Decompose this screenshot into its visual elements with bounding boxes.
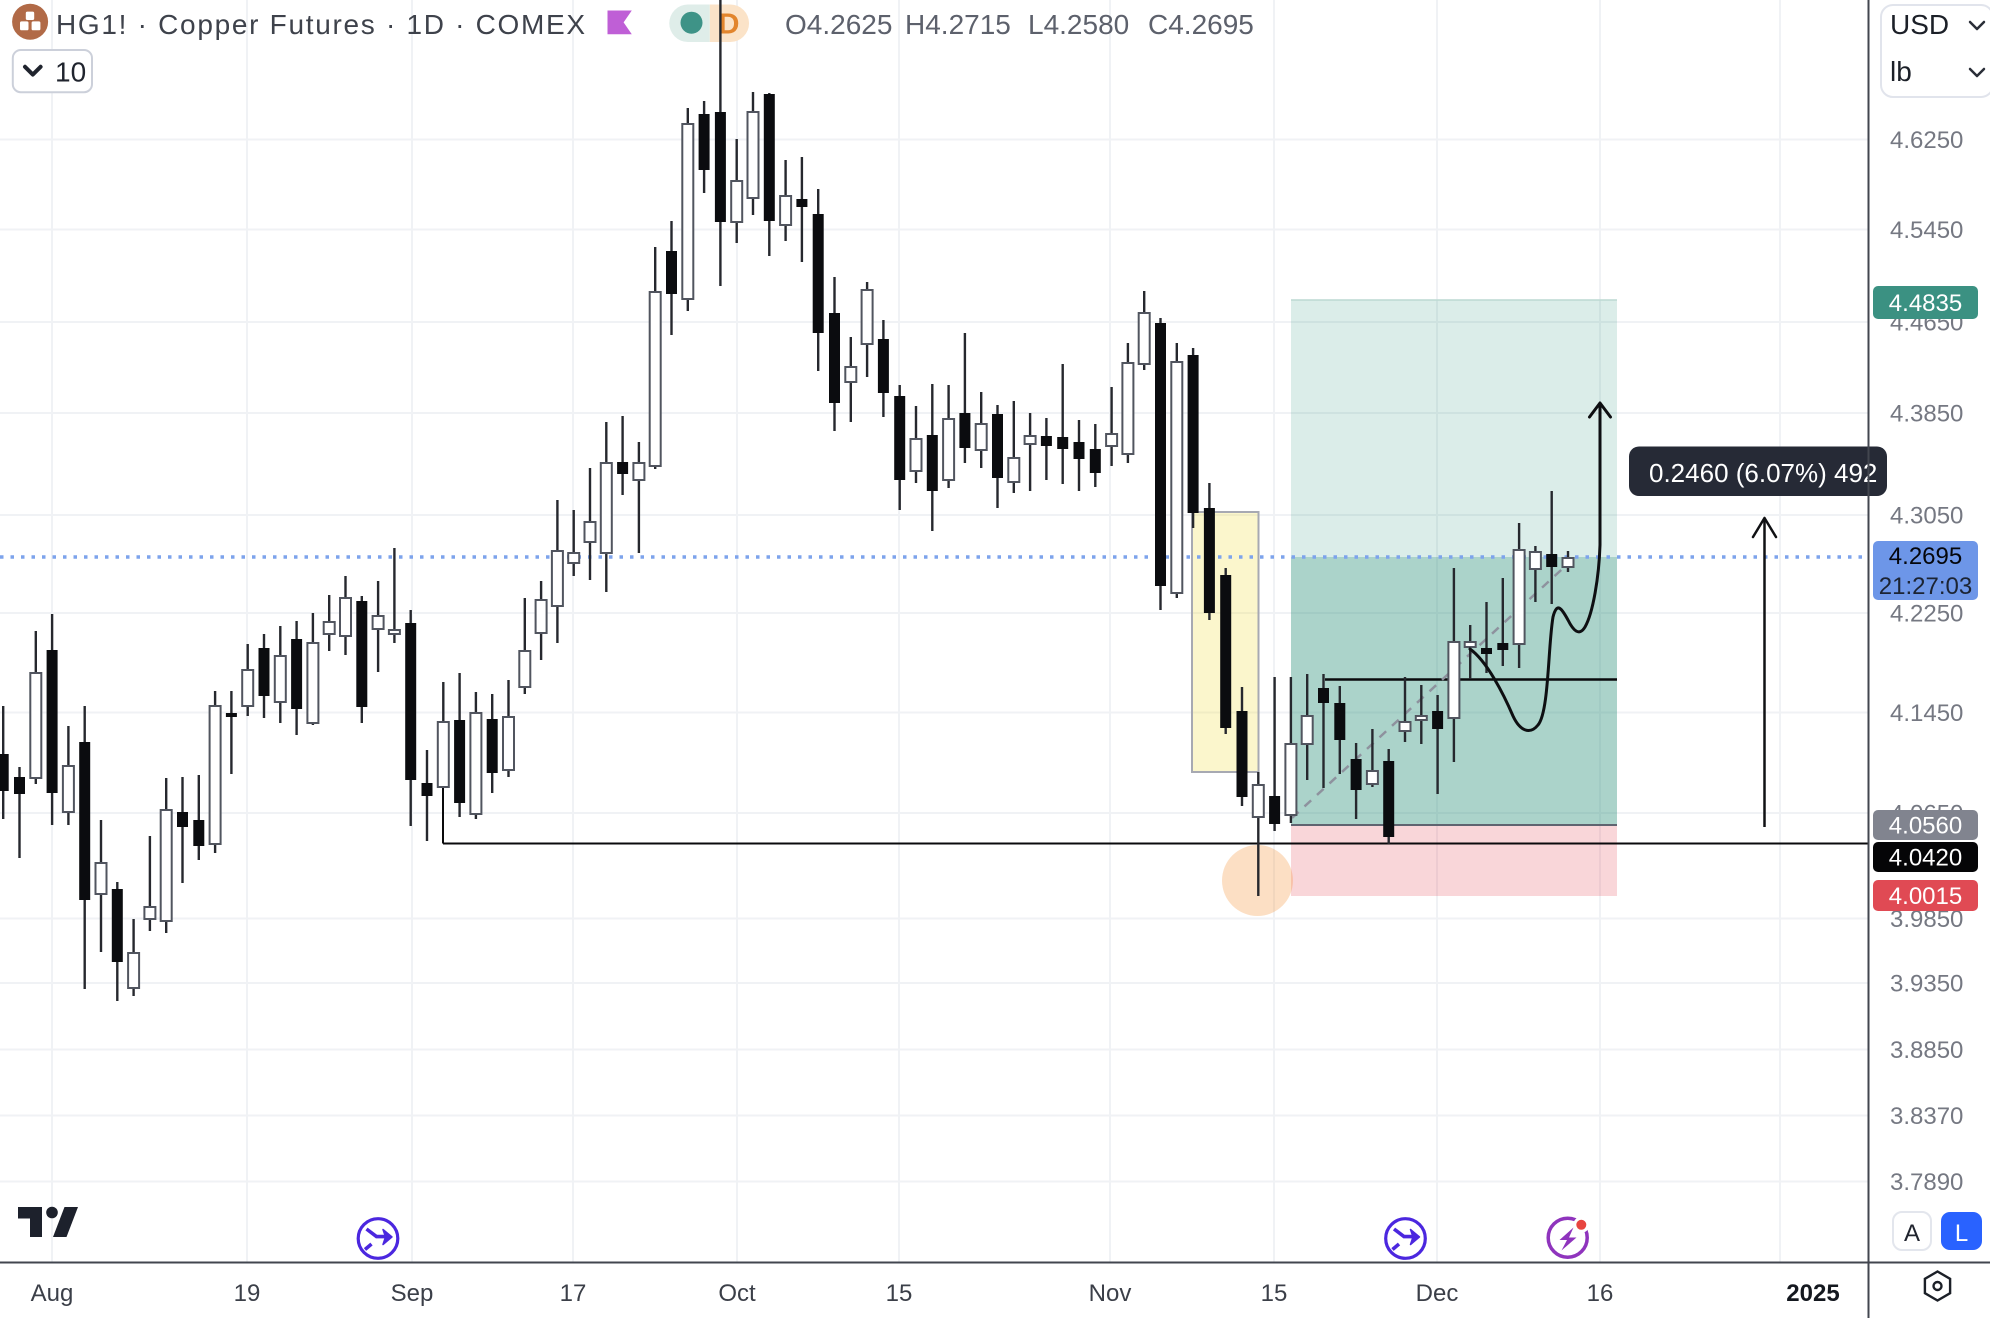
svg-text:3.7890: 3.7890 bbox=[1890, 1169, 1963, 1196]
svg-text:4.0015: 4.0015 bbox=[1889, 883, 1962, 910]
svg-text:4.2250: 4.2250 bbox=[1890, 601, 1963, 628]
svg-text:D: D bbox=[719, 9, 740, 41]
svg-text:15: 15 bbox=[1261, 1280, 1288, 1307]
svg-text:4.3850: 4.3850 bbox=[1890, 401, 1963, 428]
svg-text:3.8370: 3.8370 bbox=[1890, 1103, 1963, 1130]
svg-text:Dec: Dec bbox=[1416, 1280, 1459, 1307]
svg-text:4.0420: 4.0420 bbox=[1889, 845, 1962, 872]
svg-text:4.4835: 4.4835 bbox=[1889, 290, 1962, 317]
svg-text:H4.2715: H4.2715 bbox=[905, 9, 1011, 40]
svg-text:Sep: Sep bbox=[391, 1280, 434, 1307]
svg-text:2025: 2025 bbox=[1786, 1280, 1839, 1307]
svg-text:19: 19 bbox=[234, 1280, 261, 1307]
svg-text:3.9350: 3.9350 bbox=[1890, 971, 1963, 998]
svg-text:C4.2695: C4.2695 bbox=[1148, 9, 1254, 40]
svg-text:Oct: Oct bbox=[718, 1280, 756, 1307]
svg-text:16: 16 bbox=[1587, 1280, 1614, 1307]
svg-text:Nov: Nov bbox=[1089, 1280, 1132, 1307]
svg-text:4.0560: 4.0560 bbox=[1889, 813, 1962, 840]
svg-text:USD: USD bbox=[1890, 9, 1949, 40]
svg-text:17: 17 bbox=[560, 1280, 587, 1307]
svg-text:4.3050: 4.3050 bbox=[1890, 503, 1963, 530]
svg-text:0.2460 (6.07%) 492: 0.2460 (6.07%) 492 bbox=[1649, 458, 1877, 488]
svg-text:lb: lb bbox=[1890, 56, 1912, 87]
svg-text:A: A bbox=[1904, 1220, 1920, 1247]
svg-text:4.1450: 4.1450 bbox=[1890, 700, 1963, 727]
svg-text:10: 10 bbox=[55, 57, 86, 88]
svg-text:HG1! · Copper Futures · 1D · C: HG1! · Copper Futures · 1D · COMEX bbox=[56, 9, 587, 40]
svg-text:Aug: Aug bbox=[31, 1280, 74, 1307]
svg-text:21:27:03: 21:27:03 bbox=[1879, 573, 1972, 600]
svg-text:4.6250: 4.6250 bbox=[1890, 127, 1963, 154]
svg-text:3.8850: 3.8850 bbox=[1890, 1037, 1963, 1064]
svg-text:O4.2625: O4.2625 bbox=[785, 9, 892, 40]
svg-text:L: L bbox=[1955, 1220, 1968, 1247]
svg-text:15: 15 bbox=[886, 1280, 913, 1307]
svg-text:4.5450: 4.5450 bbox=[1890, 217, 1963, 244]
svg-text:4.2695: 4.2695 bbox=[1889, 543, 1962, 570]
svg-text:L4.2580: L4.2580 bbox=[1028, 9, 1129, 40]
